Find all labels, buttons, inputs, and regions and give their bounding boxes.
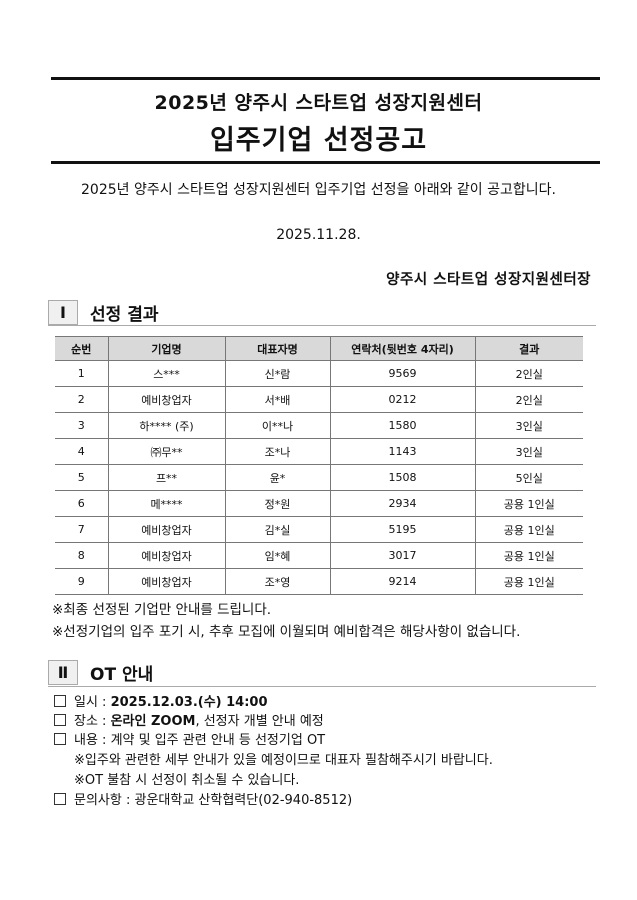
item-label: 문의사항 :: [74, 793, 135, 808]
table-cell: 조*영: [224, 568, 330, 595]
checkbox-square-icon: [54, 793, 66, 805]
table-cell: 2934: [329, 490, 475, 517]
item-label: 일시 :: [74, 695, 111, 710]
ot-item-location: 장소 : 온라인 ZOOM, 선정자 개별 안내 예정: [54, 710, 324, 729]
note: ※선정기업의 입주 포기 시, 추후 모집에 이월되며 예비합격은 해당사항이 …: [52, 624, 521, 640]
table-cell: 2: [55, 386, 108, 413]
table-cell: 서*배: [224, 386, 330, 413]
table-cell: 0212: [329, 386, 475, 413]
top-rule: [51, 77, 600, 80]
table-header-row: 순번 기업명 대표자명 연락처(뒷번호 4자리) 결과: [55, 336, 583, 361]
table-cell: 조*나: [224, 438, 330, 465]
item-rest: 광운대학교 산학협력단(02-940-8512): [134, 793, 353, 808]
table-cell: 메****: [107, 490, 225, 517]
table-cell: 6: [55, 490, 108, 517]
table-cell: 공용 1인실: [474, 542, 583, 569]
table-row: 6 메**** 정*원 2934 공용 1인실: [55, 490, 583, 517]
note: ※최종 선정된 기업만 안내를 드립니다.: [52, 602, 272, 618]
section-number: Ⅱ: [48, 660, 78, 685]
table-row: 8 예비창업자 임*혜 3017 공용 1인실: [55, 542, 583, 569]
column-header: 대표자명: [224, 336, 330, 361]
title-line1: 2025년 양주시 스타트업 성장지원센터: [154, 92, 483, 114]
item-rest: , 선정자 개별 안내 예정: [195, 714, 324, 729]
bottom-rule: [51, 161, 600, 164]
ot-item-datetime: 일시 : 2025.12.03.(수) 14:00: [54, 691, 268, 710]
section-divider: [48, 686, 596, 687]
item-label: 내용 :: [74, 733, 111, 748]
table-row: 1 스*** 신*람 9569 2인실: [55, 360, 583, 387]
section-title: 선정 결과: [90, 305, 159, 325]
table-cell: 3인실: [474, 412, 583, 439]
checkbox-square-icon: [54, 733, 66, 745]
table-cell: 1: [55, 360, 108, 387]
table-row: 4 ㈜무** 조*나 1143 3인실: [55, 438, 583, 465]
ot-item-contact: 문의사항 : 광운대학교 산학협력단(02-940-8512): [54, 789, 352, 808]
table-cell: 정*원: [224, 490, 330, 517]
item-rest: 계약 및 입주 관련 안내 등 선정기업 OT: [110, 733, 326, 748]
table-cell: 임*혜: [224, 542, 330, 569]
table-cell: 2인실: [474, 360, 583, 387]
table-row: 3 하**** (주) 이**나 1580 3인실: [55, 412, 583, 439]
table-cell: 4: [55, 438, 108, 465]
table-cell: 3: [55, 412, 108, 439]
table-cell: 3인실: [474, 438, 583, 465]
section-2-heading: Ⅱ OT 안내: [48, 660, 153, 685]
table-row: 2 예비창업자 서*배 0212 2인실: [55, 386, 583, 413]
ot-item-content: 내용 : 계약 및 입주 관련 안내 등 선정기업 OT: [54, 729, 325, 748]
sub-note: ※OT 불참 시 선정이 취소될 수 있습니다.: [74, 773, 300, 788]
table-cell: 7: [55, 516, 108, 543]
table-cell: 9: [55, 568, 108, 595]
table-cell: 하**** (주): [107, 412, 225, 439]
section-number: Ⅰ: [48, 300, 78, 325]
table-cell: 김*실: [224, 516, 330, 543]
table-cell: 공용 1인실: [474, 568, 583, 595]
table-cell: 프**: [107, 464, 225, 491]
column-header: 순번: [55, 336, 108, 361]
table-cell: 9569: [329, 360, 475, 387]
intro-text: 2025년 양주시 스타트업 성장지원센터 입주기업 선정을 아래와 같이 공고…: [81, 182, 556, 198]
table-cell: 1508: [329, 464, 475, 491]
table-cell: 1143: [329, 438, 475, 465]
section-1-heading: Ⅰ 선정 결과: [48, 300, 158, 325]
table-cell: 8: [55, 542, 108, 569]
item-value: 2025.12.03.(수) 14:00: [110, 695, 268, 710]
page-title: 입주기업 선정공고: [209, 125, 428, 156]
table-cell: 5인실: [474, 464, 583, 491]
table-cell: 예비창업자: [107, 516, 225, 543]
table-cell: 3017: [329, 542, 475, 569]
checkbox-square-icon: [54, 695, 66, 707]
table-row: 7 예비창업자 김*실 5195 공용 1인실: [55, 516, 583, 543]
table-cell: 1580: [329, 412, 475, 439]
column-header: 연락처(뒷번호 4자리): [329, 336, 475, 361]
section-title: OT 안내: [90, 665, 154, 685]
table-cell: 9214: [329, 568, 475, 595]
table-cell: 신*람: [224, 360, 330, 387]
table-cell: 이**나: [224, 412, 330, 439]
table-cell: 2인실: [474, 386, 583, 413]
table-row: 5 프** 윤* 1508 5인실: [55, 464, 583, 491]
table-cell: 예비창업자: [107, 386, 225, 413]
table-cell: ㈜무**: [107, 438, 225, 465]
checkbox-square-icon: [54, 714, 66, 726]
table-cell: 공용 1인실: [474, 516, 583, 543]
sub-note: ※입주와 관련한 세부 안내가 있을 예정이므로 대표자 필참해주시기 바랍니다…: [74, 753, 493, 768]
column-header: 기업명: [107, 336, 225, 361]
item-value: 온라인 ZOOM: [110, 714, 196, 729]
table-cell: 5: [55, 464, 108, 491]
table-cell: 윤*: [224, 464, 330, 491]
table-cell: 예비창업자: [107, 568, 225, 595]
table-cell: 공용 1인실: [474, 490, 583, 517]
table-row: 9 예비창업자 조*영 9214 공용 1인실: [55, 568, 583, 595]
item-label: 장소 :: [74, 714, 111, 729]
column-header: 결과: [474, 336, 583, 361]
table-cell: 예비창업자: [107, 542, 225, 569]
section-divider: [48, 325, 596, 326]
selection-results-table: 순번 기업명 대표자명 연락처(뒷번호 4자리) 결과 1 스*** 신*람 9569…: [55, 336, 583, 595]
table-cell: 스***: [107, 360, 225, 387]
announcement-date: 2025.11.28.: [276, 227, 361, 243]
table-cell: 5195: [329, 516, 475, 543]
signer: 양주시 스타트업 성장지원센터장: [386, 272, 591, 288]
